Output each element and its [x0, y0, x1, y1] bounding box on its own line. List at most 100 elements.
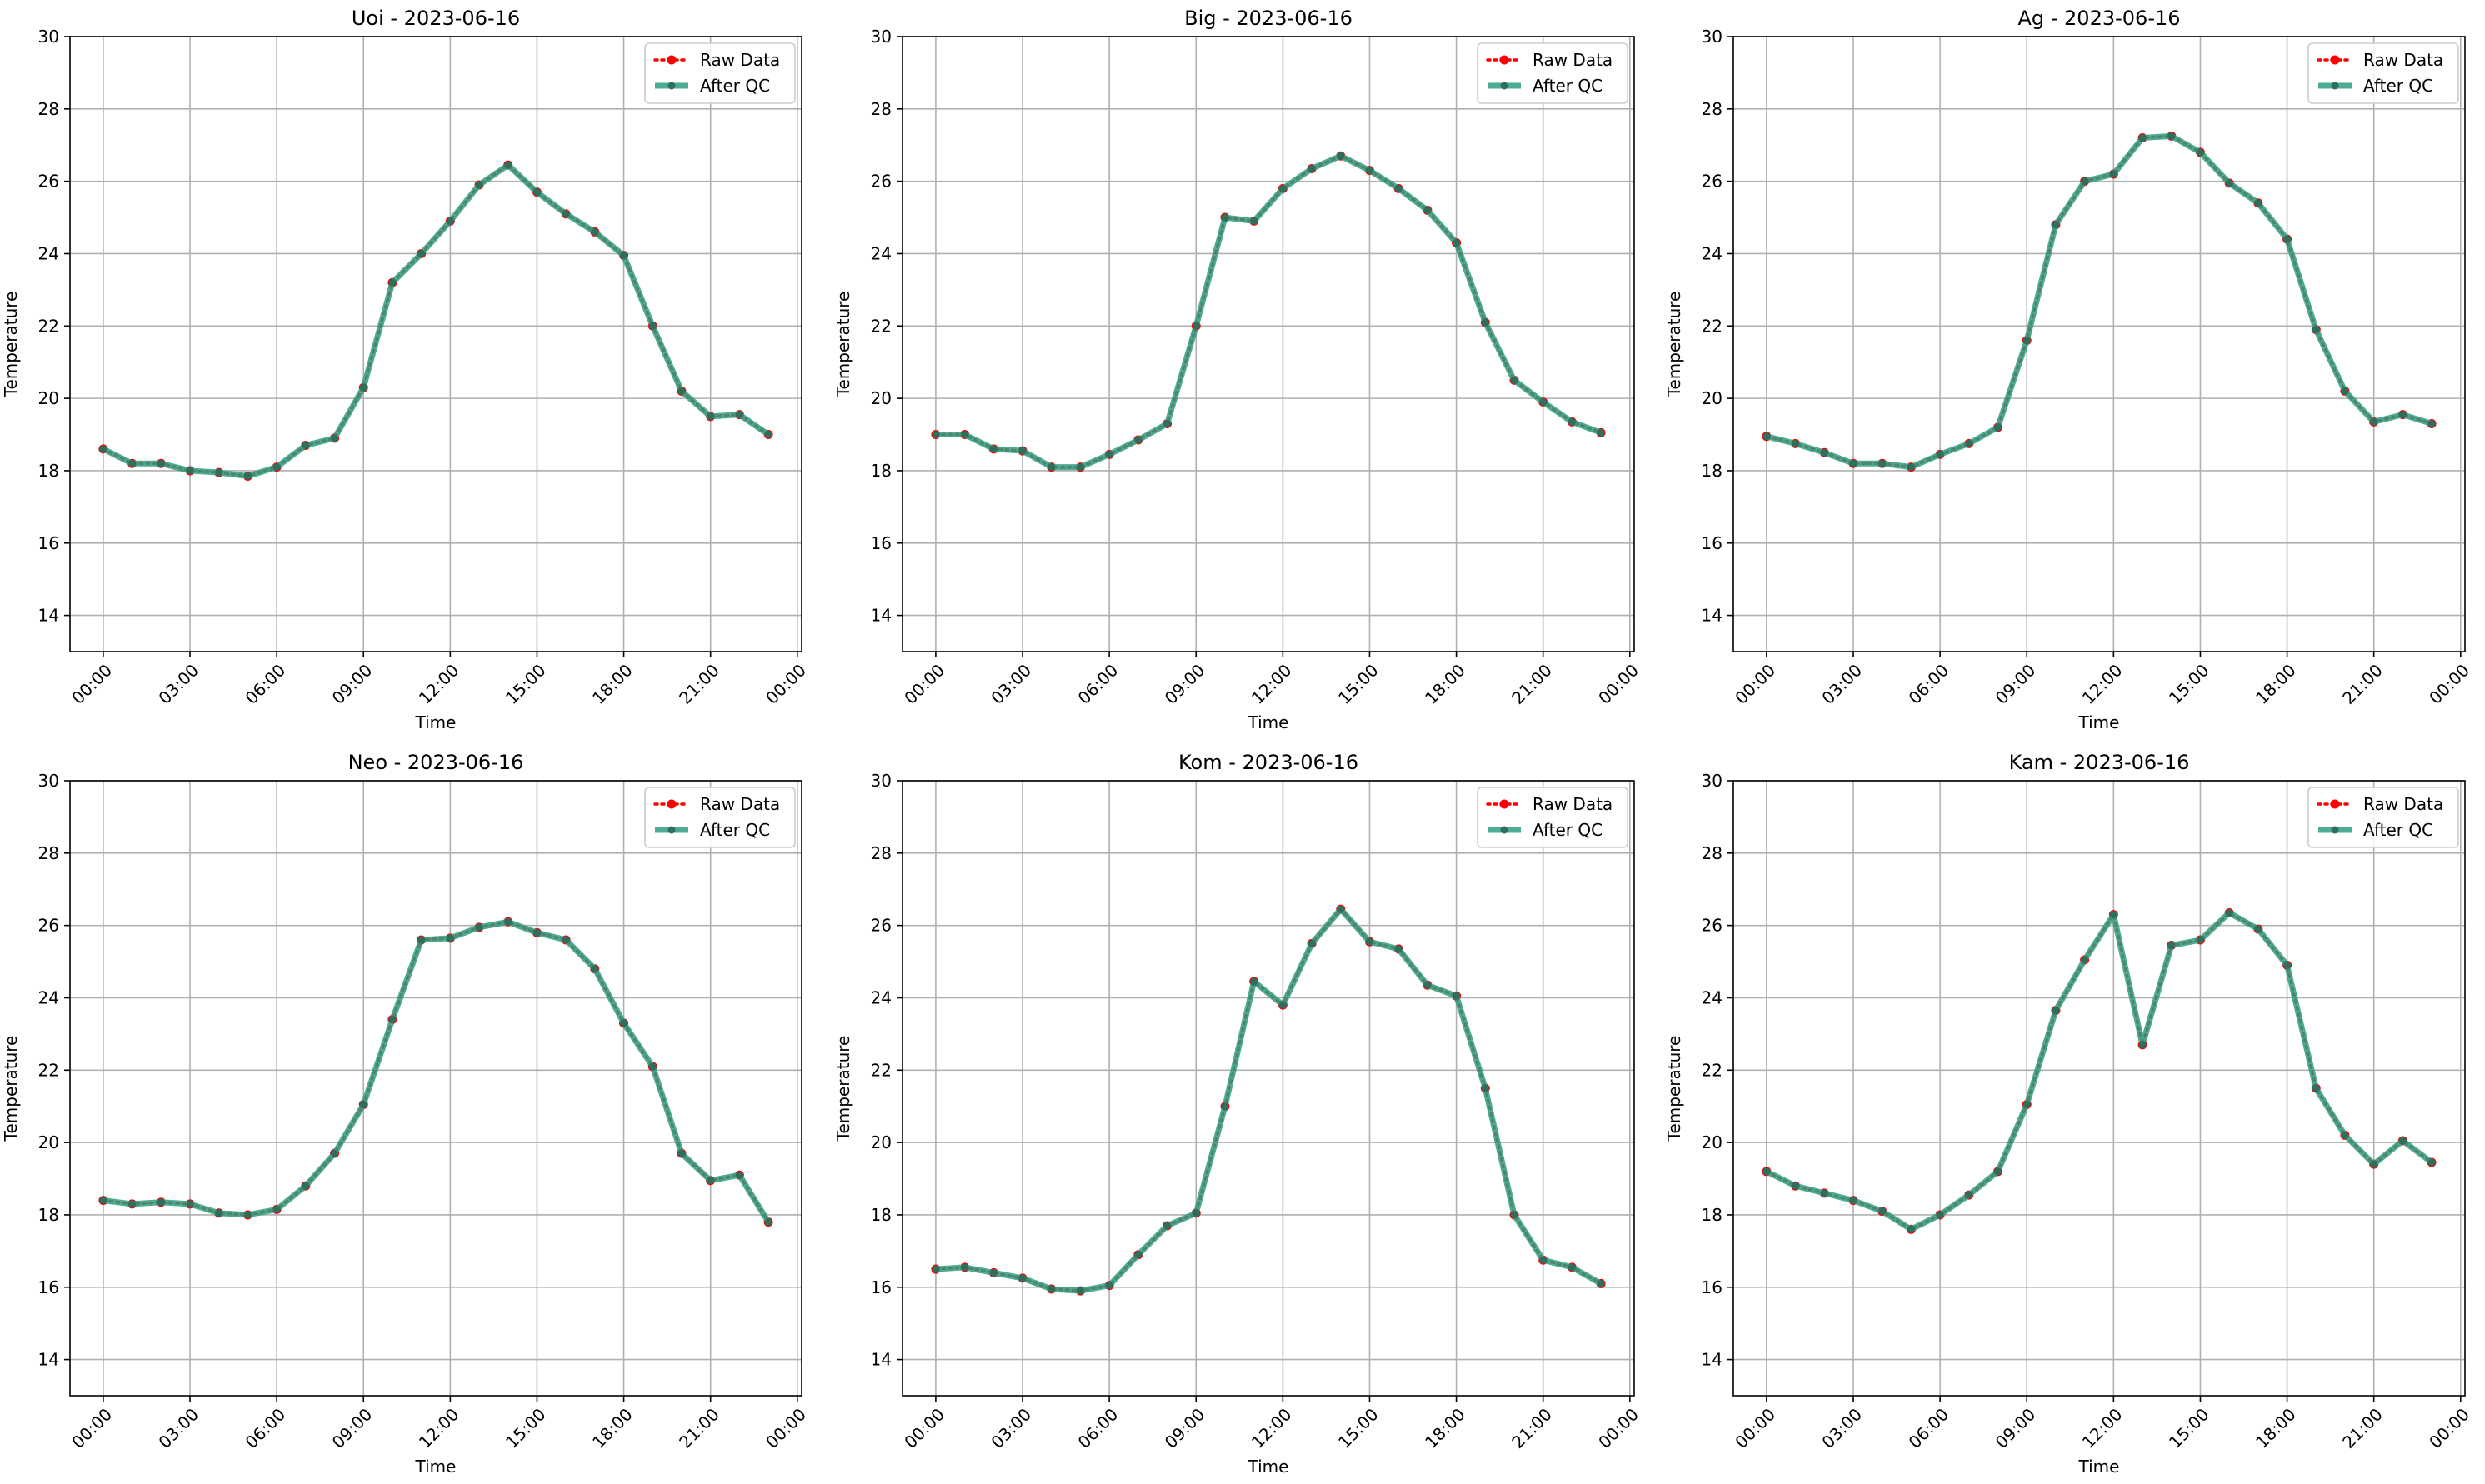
data-point-qc [1936, 1211, 1944, 1219]
y-tick-label: 28 [1702, 99, 1722, 119]
data-point-qc [2109, 911, 2118, 919]
data-point-qc [1510, 1211, 1518, 1219]
data-point-qc [1907, 463, 1915, 472]
y-tick-label: 22 [871, 316, 892, 336]
data-point-qc [1965, 1191, 1973, 1199]
data-point-qc [1105, 1282, 1113, 1290]
data-point-qc [1539, 1256, 1548, 1264]
data-point-qc [1423, 981, 1432, 989]
data-point-qc [1792, 439, 1800, 447]
x-tick-label: 00:00 [68, 660, 116, 708]
data-point-qc [1820, 1189, 1828, 1197]
x-tick-label: 00:00 [1731, 1404, 1779, 1452]
data-point-qc [272, 1205, 281, 1213]
data-point-qc [446, 934, 454, 942]
series-line-qc [935, 152, 1602, 471]
grid [1733, 780, 2465, 1396]
legend-marker-qc [668, 826, 676, 834]
x-tick-label: 00:00 [1731, 660, 1779, 708]
chart-panel: 14 16 18 20 22 24 26 28 30 00:00 03:00 06:00 09:00 12… [1, 751, 810, 1477]
x-axis-label: Time [2078, 1457, 2120, 1477]
data-point-qc [1849, 1197, 1858, 1205]
data-point-qc [1994, 1167, 2002, 1176]
y-axis-label: Temperature [1, 292, 21, 398]
data-point-qc [1394, 184, 1402, 192]
y-axis-label: Temperature [833, 1036, 853, 1142]
data-point-qc [2341, 387, 2349, 395]
legend-marker-qc [668, 82, 676, 90]
data-point-qc [1820, 448, 1828, 457]
legend: Raw Data After QC [1477, 42, 1628, 104]
x-axis-label: Time [1248, 1457, 1289, 1477]
data-point-qc [128, 459, 137, 467]
x-tick-label: 06:00 [1074, 660, 1122, 708]
data-point-qc [1849, 459, 1858, 467]
y-tick-label: 30 [1702, 27, 1722, 47]
data-point-qc [1965, 439, 1973, 447]
data-point-qc [2052, 221, 2060, 229]
y-tick-label: 28 [871, 99, 892, 119]
data-point-qc [1365, 167, 1373, 175]
series-after-qc [932, 905, 1605, 1295]
x-tick-label: 06:00 [1074, 1404, 1122, 1452]
legend-marker-raw [2330, 799, 2340, 809]
legend-label-qc: After QC [700, 820, 770, 840]
axes-frame [69, 36, 802, 652]
y-tick-label: 30 [38, 27, 59, 47]
data-point-qc [215, 468, 223, 477]
y-tick-label: 24 [38, 243, 59, 263]
data-point-qc [2341, 1131, 2349, 1139]
series-line-qc [102, 918, 772, 1224]
x-tick-label: 18:00 [2252, 1404, 2300, 1452]
legend-marker-raw [1499, 55, 1509, 65]
grid [70, 36, 802, 652]
y-tick-label: 28 [38, 843, 59, 863]
axes-frame [902, 36, 1635, 652]
data-point-qc [2168, 942, 2176, 950]
legend-marker-qc [1500, 82, 1508, 90]
y-tick-label: 20 [38, 1132, 59, 1152]
data-point-qc [989, 445, 998, 453]
series-line-raw [102, 162, 770, 478]
data-point-qc [1163, 1222, 1172, 1230]
x-axis-label: Time [415, 1457, 457, 1477]
data-point-qc [2283, 961, 2292, 969]
data-point-qc [591, 965, 599, 973]
x-tick-label: 06:00 [242, 1404, 290, 1452]
data-point-qc [591, 227, 599, 236]
legend-marker-raw [667, 55, 677, 65]
y-tick-label: 20 [871, 388, 892, 408]
series-line-qc [935, 906, 1602, 1294]
series-line-raw [1765, 134, 2433, 469]
data-point-qc [735, 411, 743, 419]
data-point-qc [388, 1016, 397, 1024]
axes-frame [902, 780, 1635, 1397]
y-tick-label: 24 [871, 987, 892, 1007]
y-axis-label: Temperature [833, 292, 853, 398]
y-tick-label: 24 [38, 987, 59, 1007]
chart-title: Neo - 2023-06-16 [348, 751, 524, 774]
series-after-qc [932, 152, 1605, 472]
data-point-qc [1308, 939, 1316, 947]
legend-label-raw: Raw Data [2363, 50, 2443, 70]
data-point-qc [932, 1265, 940, 1273]
data-point-qc [1539, 397, 1548, 406]
data-point-qc [1452, 238, 1461, 247]
data-point-qc [1481, 318, 1489, 327]
x-axis-label: Time [2078, 712, 2120, 732]
data-point-qc [961, 431, 969, 439]
x-tick-label: 09:00 [1161, 1404, 1209, 1452]
data-point-qc [961, 1263, 969, 1272]
data-point-qc [388, 278, 397, 287]
x-tick-label: 12:00 [2078, 1404, 2127, 1452]
data-point-qc [1221, 1102, 1229, 1111]
x-tick-label: 18:00 [1421, 660, 1469, 708]
data-point-qc [735, 1171, 743, 1179]
data-point-qc [157, 459, 165, 467]
data-point-qc [2312, 1084, 2320, 1092]
series-raw-data [1762, 131, 2437, 472]
chart-title: Kom - 2023-06-16 [1178, 751, 1358, 774]
y-tick-label: 30 [871, 771, 892, 791]
data-point-qc [1048, 1285, 1056, 1293]
y-tick-label: 14 [871, 1350, 892, 1370]
